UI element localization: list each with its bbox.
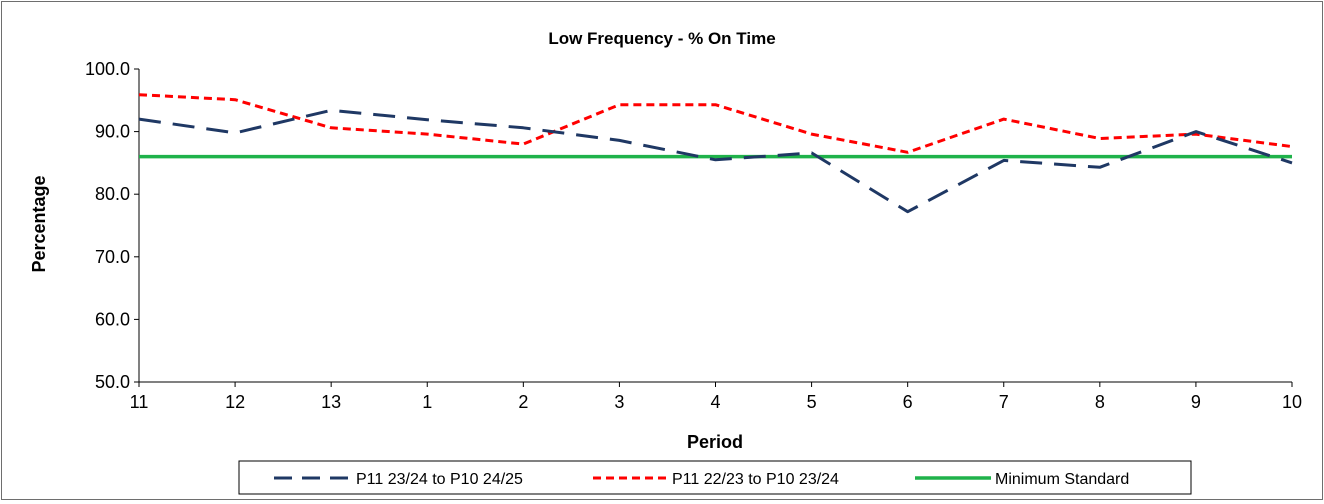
legend-label-0: P11 23/24 to P10 24/25 xyxy=(356,471,523,488)
series-line-0 xyxy=(138,108,1293,214)
x-tick-label: 4 xyxy=(710,392,720,412)
series-lines xyxy=(138,93,1293,214)
y-tick-label: 70.0 xyxy=(95,247,130,267)
legend-label-2: Minimum Standard xyxy=(995,471,1129,488)
y-axis-title: Percentage xyxy=(29,175,49,272)
legend-label-1: P11 22/23 to P10 23/24 xyxy=(672,471,839,488)
x-tick-label: 2 xyxy=(518,392,528,412)
y-tick-label: 90.0 xyxy=(95,122,130,142)
x-tick-label: 9 xyxy=(1191,392,1201,412)
x-axis-title: Period xyxy=(687,432,743,452)
y-tick-label: 80.0 xyxy=(95,184,130,204)
y-tick-label: 60.0 xyxy=(95,309,130,329)
x-tick-label: 11 xyxy=(130,392,149,412)
series-line-1 xyxy=(138,93,1293,154)
x-tick-label: 13 xyxy=(321,392,341,412)
y-tick-label: 100.0 xyxy=(85,59,130,79)
x-tick-label: 3 xyxy=(614,392,624,412)
legend-box xyxy=(238,460,1192,495)
x-axis: 11 12 13 1 2 3 4 5 6 7 8 9 10 xyxy=(130,381,1302,412)
x-tick-label: 12 xyxy=(225,392,245,412)
x-tick-label: 5 xyxy=(807,392,817,412)
x-tick-label: 1 xyxy=(422,392,432,412)
chart-title: Low Frequency - % On Time xyxy=(548,29,775,48)
x-tick-label: 8 xyxy=(1095,392,1105,412)
x-tick-label: 7 xyxy=(999,392,1009,412)
x-tick-label: 10 xyxy=(1282,392,1302,412)
y-tick-label: 50.0 xyxy=(95,372,130,392)
legend: P11 23/24 to P10 24/25 P11 22/23 to P10 2… xyxy=(238,460,1192,495)
y-axis: 50.0 60.0 70.0 80.0 90.0 100.0 xyxy=(85,59,140,392)
x-tick-label: 6 xyxy=(903,392,913,412)
